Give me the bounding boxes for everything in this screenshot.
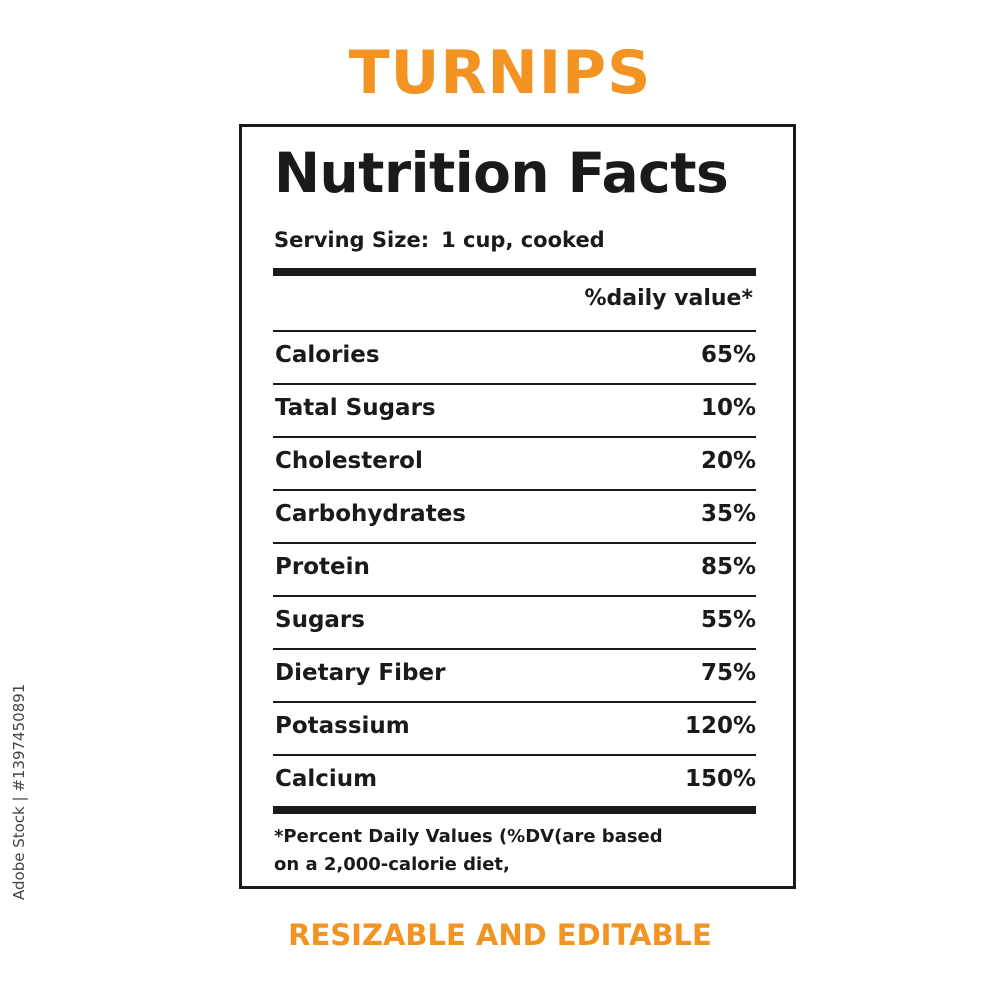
nutrient-percent: 55%: [700, 607, 756, 633]
serving-size-label: Serving Size:: [274, 228, 430, 252]
nutrient-name: Protein: [275, 554, 370, 580]
nutrient-percent: 150%: [684, 766, 756, 792]
top-thick-rule: [273, 268, 756, 276]
nutrient-name: Cholesterol: [275, 448, 423, 474]
serving-size-value: 1 cup, cooked: [441, 228, 605, 252]
nutrient-percent: 75%: [700, 660, 756, 686]
serving-size: Serving Size: 1 cup, cooked: [274, 228, 605, 252]
nutrient-row: Calories 65%: [273, 330, 756, 383]
label-heading: Nutrition Facts: [274, 141, 729, 205]
nutrient-rows: Calories 65% Tatal Sugars 10% Cholestero…: [273, 330, 756, 807]
nutrient-row: Dietary Fiber 75%: [273, 648, 756, 701]
nutrient-name: Potassium: [275, 713, 410, 739]
nutrient-percent: 10%: [700, 395, 756, 421]
nutrient-name: Carbohydrates: [275, 501, 466, 527]
nutrient-row: Calcium 150%: [273, 754, 756, 807]
nutrient-name: Calcium: [275, 766, 378, 792]
nutrient-row: Tatal Sugars 10%: [273, 383, 756, 436]
product-title: TURNIPS: [348, 38, 652, 108]
footnote: *Percent Daily Values (%DV(are based on …: [274, 823, 714, 879]
stock-watermark-id: Adobe Stock | #1397450891: [10, 683, 28, 900]
nutrient-name: Calories: [275, 342, 380, 368]
subtitle: RESIZABLE AND EDITABLE: [288, 918, 712, 952]
nutrient-name: Tatal Sugars: [275, 395, 436, 421]
nutrient-row: Sugars 55%: [273, 595, 756, 648]
nutrient-percent: 120%: [684, 713, 756, 739]
nutrient-row: Carbohydrates 35%: [273, 489, 756, 542]
footnote-line: *Percent Daily Values (%DV(are based: [274, 826, 663, 847]
daily-value-header: %daily value*: [584, 286, 753, 311]
nutrient-percent: 85%: [700, 554, 756, 580]
nutrient-percent: 20%: [700, 448, 756, 474]
nutrient-row: Protein 85%: [273, 542, 756, 595]
bottom-thick-rule: [273, 806, 756, 814]
footnote-line: on a 2,000-calorie diet,: [274, 854, 510, 875]
nutrient-row: Cholesterol 20%: [273, 436, 756, 489]
nutrient-percent: 65%: [700, 342, 756, 368]
nutrient-row: Potassium 120%: [273, 701, 756, 754]
nutrient-name: Dietary Fiber: [275, 660, 446, 686]
nutrition-label: Nutrition Facts Serving Size: 1 cup, cook…: [239, 124, 796, 889]
nutrient-percent: 35%: [700, 501, 756, 527]
nutrient-name: Sugars: [275, 607, 365, 633]
